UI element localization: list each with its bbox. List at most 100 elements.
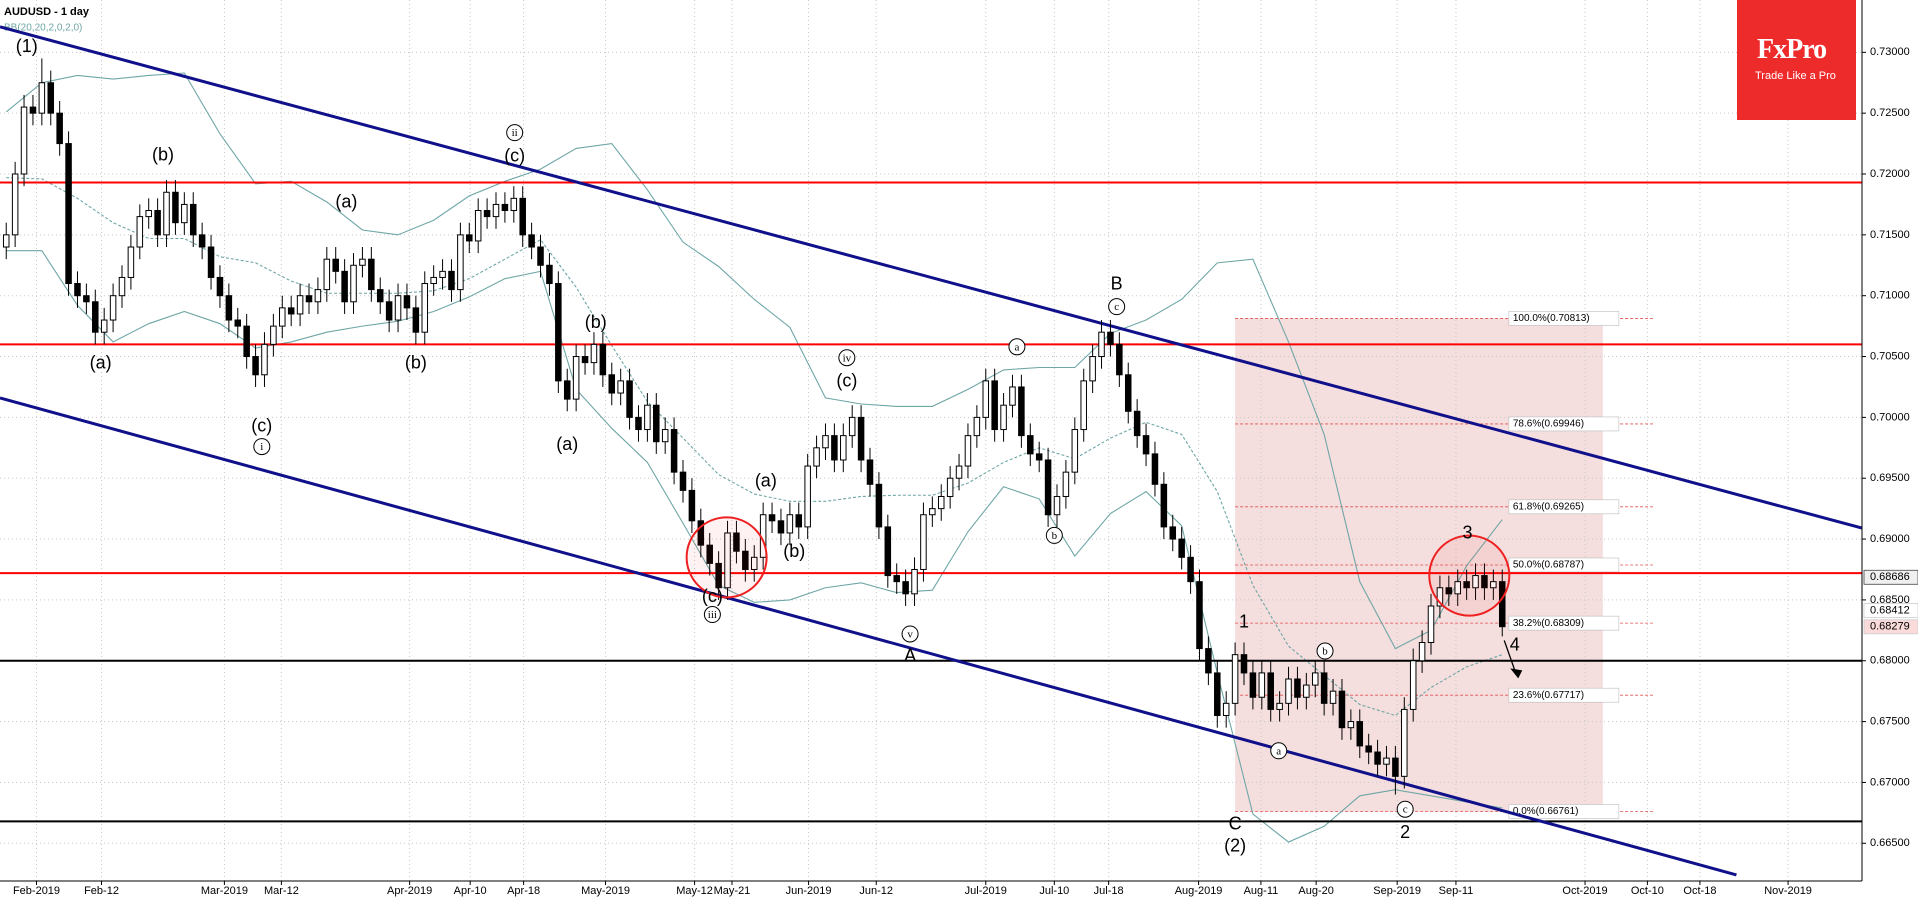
x-tick-label: Aug-2019 [1175, 885, 1223, 897]
candle-body [323, 258, 331, 291]
candle-body [100, 319, 108, 333]
fib-label-box [1508, 687, 1620, 703]
candle-body [1498, 581, 1506, 628]
candle-body [225, 295, 233, 321]
candle-body [189, 203, 197, 236]
wave-label: b [1322, 646, 1328, 658]
candle-body [911, 568, 918, 595]
candle-body [501, 203, 509, 212]
candle-body [430, 276, 437, 285]
candle-body [661, 429, 669, 443]
fib-label: 38.2%(0.68309) [1513, 618, 1584, 629]
fib-label: 78.6%(0.69946) [1513, 419, 1584, 430]
candle-body [1418, 641, 1426, 662]
candle-body [946, 477, 954, 497]
candle-body [47, 82, 55, 114]
logo: FxPro Trade Like a Pro [1737, 0, 1856, 120]
candle-body [1490, 581, 1497, 589]
candle-body [697, 520, 705, 546]
fib-label: 50.0%(0.68787) [1513, 560, 1584, 571]
candle-body [679, 471, 687, 491]
annotation-circle [901, 625, 919, 643]
y-tick-label: 0.68500 [1870, 594, 1910, 606]
candle-body [1374, 751, 1381, 765]
candle-body [448, 270, 455, 291]
candle-body [1160, 483, 1168, 528]
candle-body [305, 295, 313, 303]
x-tick-label: May-21 [714, 885, 751, 897]
candle-body [1080, 380, 1087, 431]
wave-label: (c) [504, 146, 525, 166]
candle-body [528, 234, 535, 248]
candle-body [848, 416, 856, 437]
candle-body [786, 514, 794, 534]
trend-line [0, 25, 1863, 530]
logo-tagline: Trade Like a Pro [1755, 70, 1836, 82]
candle-body [216, 276, 224, 297]
x-tick-label: Feb-2019 [13, 885, 60, 897]
candle-body [127, 246, 135, 278]
x-tick-label: Feb-12 [84, 885, 119, 897]
y-tick-label: 0.66500 [1870, 837, 1910, 849]
candle-body [635, 416, 642, 431]
candle-body [252, 356, 259, 376]
fib-label-box [1508, 615, 1620, 631]
candle-body [181, 203, 188, 224]
wave-label: a [1014, 341, 1019, 353]
candle-body [1107, 331, 1114, 345]
candle-body [1205, 648, 1212, 674]
y-tick-label: 0.70000 [1870, 411, 1910, 423]
candle-body [1000, 404, 1007, 431]
candle-body [350, 264, 357, 303]
candle-body [1142, 435, 1150, 455]
candle-body [706, 544, 713, 564]
wave-label: (a) [556, 434, 578, 454]
candle-body [1035, 453, 1043, 461]
y-tick-label: 0.69000 [1870, 533, 1910, 545]
annotation-circle [253, 438, 271, 456]
candle-body [1427, 605, 1435, 643]
candle-body [555, 283, 562, 382]
fib-label: 100.0%(0.70813) [1513, 313, 1590, 324]
x-tick-label: Apr-10 [454, 885, 487, 897]
candle-body [1133, 410, 1141, 437]
y-tick-label: 0.73000 [1870, 46, 1910, 58]
wave-label: (c) [836, 371, 857, 391]
candle-body [1044, 459, 1052, 516]
candle-body [1445, 587, 1453, 595]
wave-label: 3 [1463, 523, 1473, 543]
wave-label: a [1276, 745, 1281, 757]
annotation-circle [703, 606, 721, 624]
x-tick-label: Oct-2019 [1562, 885, 1607, 897]
candle-body [1383, 757, 1390, 765]
x-tick-label: Apr-2019 [387, 885, 432, 897]
wave-label: (b) [152, 144, 174, 164]
candle-body [1338, 690, 1346, 729]
wave-label: (c) [702, 586, 723, 606]
x-tick-label: May-2019 [581, 885, 630, 897]
fib-label: 61.8%(0.69265) [1513, 501, 1584, 512]
candle-body [198, 234, 206, 248]
candle-body [1249, 672, 1257, 698]
candle-body [1116, 343, 1123, 376]
wave-label: (a) [335, 192, 357, 212]
highlight-circle [1428, 534, 1511, 617]
candle-body [287, 307, 295, 315]
candle-body [510, 197, 518, 212]
candle-body [332, 258, 339, 272]
candle-body [688, 489, 696, 522]
candle-body [715, 562, 722, 589]
candle-body [1178, 538, 1185, 558]
candle-body [581, 356, 589, 364]
candle-body [1062, 471, 1070, 497]
candle-body [243, 325, 250, 358]
price-marker-box [1863, 569, 1918, 585]
candle-body [376, 289, 384, 303]
annotation-circle [1270, 742, 1288, 760]
wave-label: 4 [1510, 635, 1520, 655]
candle-body [626, 380, 633, 418]
candle-body [385, 301, 393, 321]
candle-body [617, 380, 624, 394]
trend-line [0, 396, 1737, 877]
